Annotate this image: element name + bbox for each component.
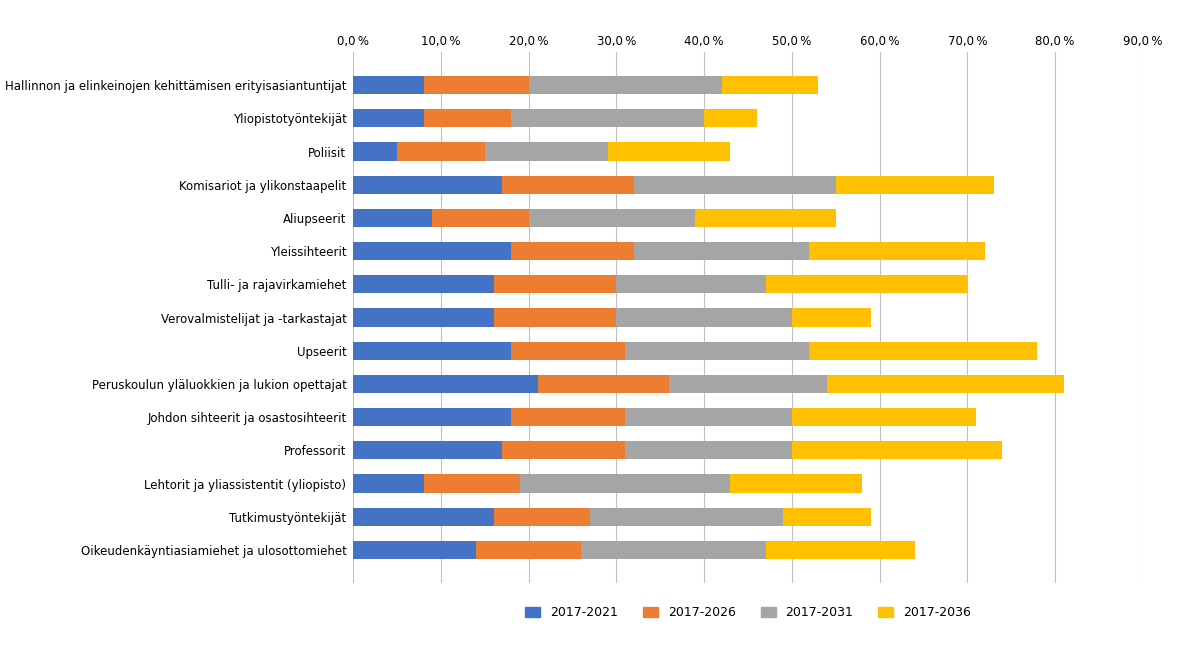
Bar bbox=[809, 341, 1038, 360]
Bar bbox=[783, 507, 871, 526]
Bar bbox=[792, 408, 977, 426]
Bar bbox=[353, 308, 494, 327]
Bar bbox=[511, 341, 626, 360]
Bar bbox=[766, 541, 914, 559]
Bar bbox=[397, 143, 485, 161]
Bar bbox=[590, 507, 783, 526]
Bar bbox=[669, 375, 827, 393]
Bar bbox=[503, 441, 626, 459]
Bar bbox=[353, 275, 494, 294]
Bar bbox=[626, 341, 809, 360]
Legend: 2017-2021, 2017-2026, 2017-2031, 2017-2036: 2017-2021, 2017-2026, 2017-2031, 2017-20… bbox=[518, 600, 978, 625]
Bar bbox=[494, 275, 616, 294]
Bar bbox=[511, 408, 626, 426]
Bar bbox=[353, 341, 511, 360]
Bar bbox=[424, 110, 511, 128]
Bar bbox=[485, 143, 608, 161]
Bar bbox=[626, 408, 792, 426]
Bar bbox=[519, 474, 730, 492]
Bar bbox=[511, 242, 634, 260]
Bar bbox=[353, 375, 537, 393]
Bar bbox=[432, 209, 529, 227]
Bar bbox=[792, 308, 871, 327]
Bar bbox=[494, 308, 616, 327]
Bar bbox=[353, 176, 503, 194]
Bar bbox=[608, 143, 730, 161]
Bar bbox=[424, 76, 529, 94]
Bar bbox=[494, 507, 590, 526]
Bar bbox=[616, 308, 792, 327]
Bar bbox=[766, 275, 967, 294]
Bar bbox=[634, 242, 809, 260]
Bar bbox=[827, 375, 1064, 393]
Bar bbox=[537, 375, 669, 393]
Bar bbox=[704, 110, 756, 128]
Bar bbox=[626, 441, 792, 459]
Bar bbox=[835, 176, 993, 194]
Bar bbox=[582, 541, 766, 559]
Bar bbox=[353, 143, 397, 161]
Bar bbox=[476, 541, 582, 559]
Bar bbox=[424, 474, 519, 492]
Bar bbox=[722, 76, 819, 94]
Bar bbox=[616, 275, 766, 294]
Bar bbox=[792, 441, 1002, 459]
Bar bbox=[634, 176, 835, 194]
Bar bbox=[353, 76, 424, 94]
Bar bbox=[353, 242, 511, 260]
Bar bbox=[353, 541, 476, 559]
Bar bbox=[529, 76, 722, 94]
Bar bbox=[353, 408, 511, 426]
Bar bbox=[353, 474, 424, 492]
Bar bbox=[511, 110, 704, 128]
Bar bbox=[695, 209, 835, 227]
Bar bbox=[529, 209, 695, 227]
Bar bbox=[353, 110, 424, 128]
Bar bbox=[730, 474, 862, 492]
Bar bbox=[503, 176, 634, 194]
Bar bbox=[353, 507, 494, 526]
Bar bbox=[353, 209, 432, 227]
Bar bbox=[353, 441, 503, 459]
Bar bbox=[809, 242, 985, 260]
